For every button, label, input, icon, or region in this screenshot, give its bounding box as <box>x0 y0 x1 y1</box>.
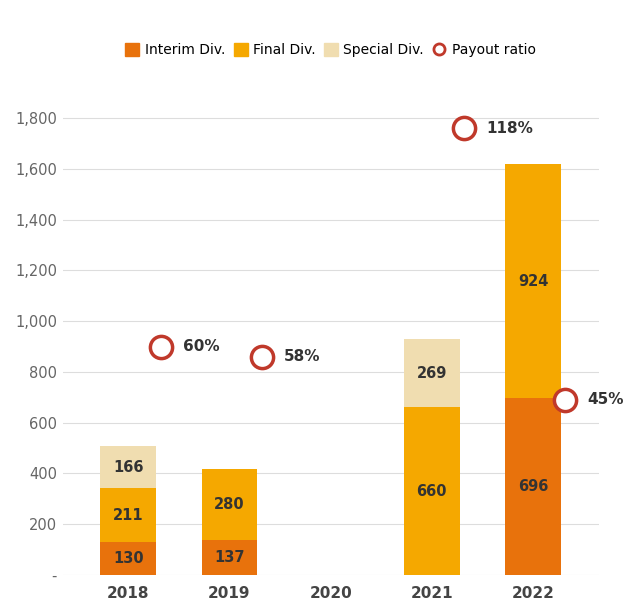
Bar <box>100 446 156 488</box>
Bar <box>202 540 257 575</box>
Bar <box>404 407 460 575</box>
Text: 58%: 58% <box>284 349 321 364</box>
Text: 280: 280 <box>214 497 245 512</box>
Bar <box>505 164 561 399</box>
Text: 660: 660 <box>417 484 447 499</box>
Bar <box>100 488 156 542</box>
Bar <box>100 542 156 575</box>
Text: 118%: 118% <box>486 121 533 136</box>
Legend: Interim Div., Final Div., Special Div., Payout ratio: Interim Div., Final Div., Special Div., … <box>120 38 541 63</box>
Text: 269: 269 <box>417 366 447 381</box>
Text: 137: 137 <box>214 550 244 565</box>
Text: 45%: 45% <box>588 392 624 407</box>
Text: 60%: 60% <box>183 339 220 354</box>
Bar <box>505 399 561 575</box>
Bar <box>202 469 257 540</box>
Text: 924: 924 <box>518 274 548 288</box>
Bar <box>404 339 460 407</box>
Text: 211: 211 <box>113 508 143 522</box>
Text: 166: 166 <box>113 460 143 475</box>
Text: 696: 696 <box>518 479 548 494</box>
Text: 130: 130 <box>113 551 143 566</box>
